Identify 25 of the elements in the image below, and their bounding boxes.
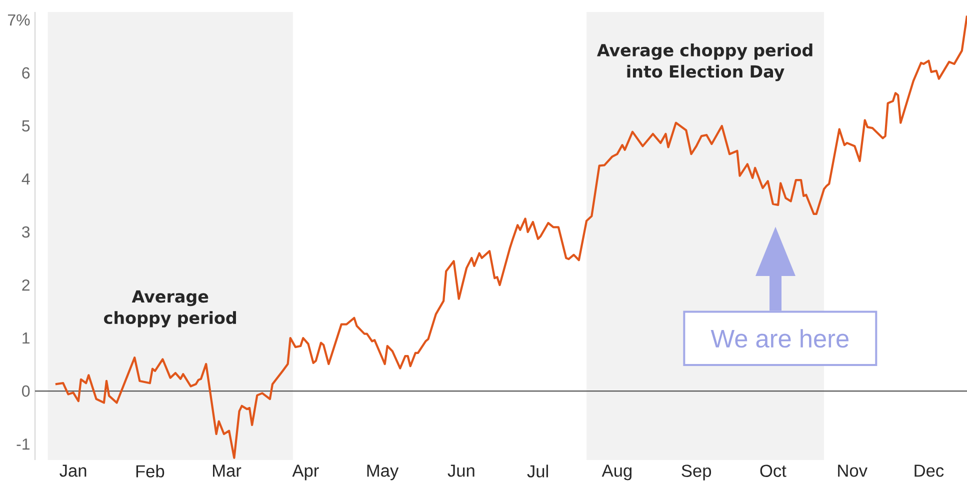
y-tick-label: -1	[16, 438, 30, 450]
x-tick-label: Jan	[60, 464, 86, 477]
band-label: Average choppy period	[104, 290, 236, 328]
y-tick-label: 2	[22, 279, 30, 291]
y-tick-label: 3	[22, 226, 30, 238]
band-label: Average choppy period into Election Day	[596, 44, 812, 82]
x-tick-label: Apr	[292, 464, 319, 480]
x-tick-label: Feb	[136, 464, 164, 478]
x-tick-label: Jul	[527, 464, 548, 478]
y-tick-label: 7%	[8, 14, 30, 26]
y-tick-label: 4	[22, 174, 30, 184]
line-series	[54, 14, 967, 459]
y-tick-label: 6	[22, 67, 30, 79]
y-tick-label: 0	[22, 385, 30, 397]
x-tick-label: Nov	[838, 464, 868, 477]
x-tick-label: Dec	[914, 464, 944, 477]
x-tick-label: Oct	[760, 464, 786, 477]
x-tick-label: Aug	[602, 464, 632, 480]
x-tick-label: Jun	[448, 464, 474, 477]
x-tick-label: Sep	[682, 464, 712, 480]
x-tick-label: Mar	[213, 464, 242, 477]
y-tick-label: 1	[22, 332, 30, 344]
y-tick-label: 5	[22, 120, 30, 132]
annotation: We are here	[710, 329, 848, 348]
x-tick-label: May	[367, 464, 399, 480]
